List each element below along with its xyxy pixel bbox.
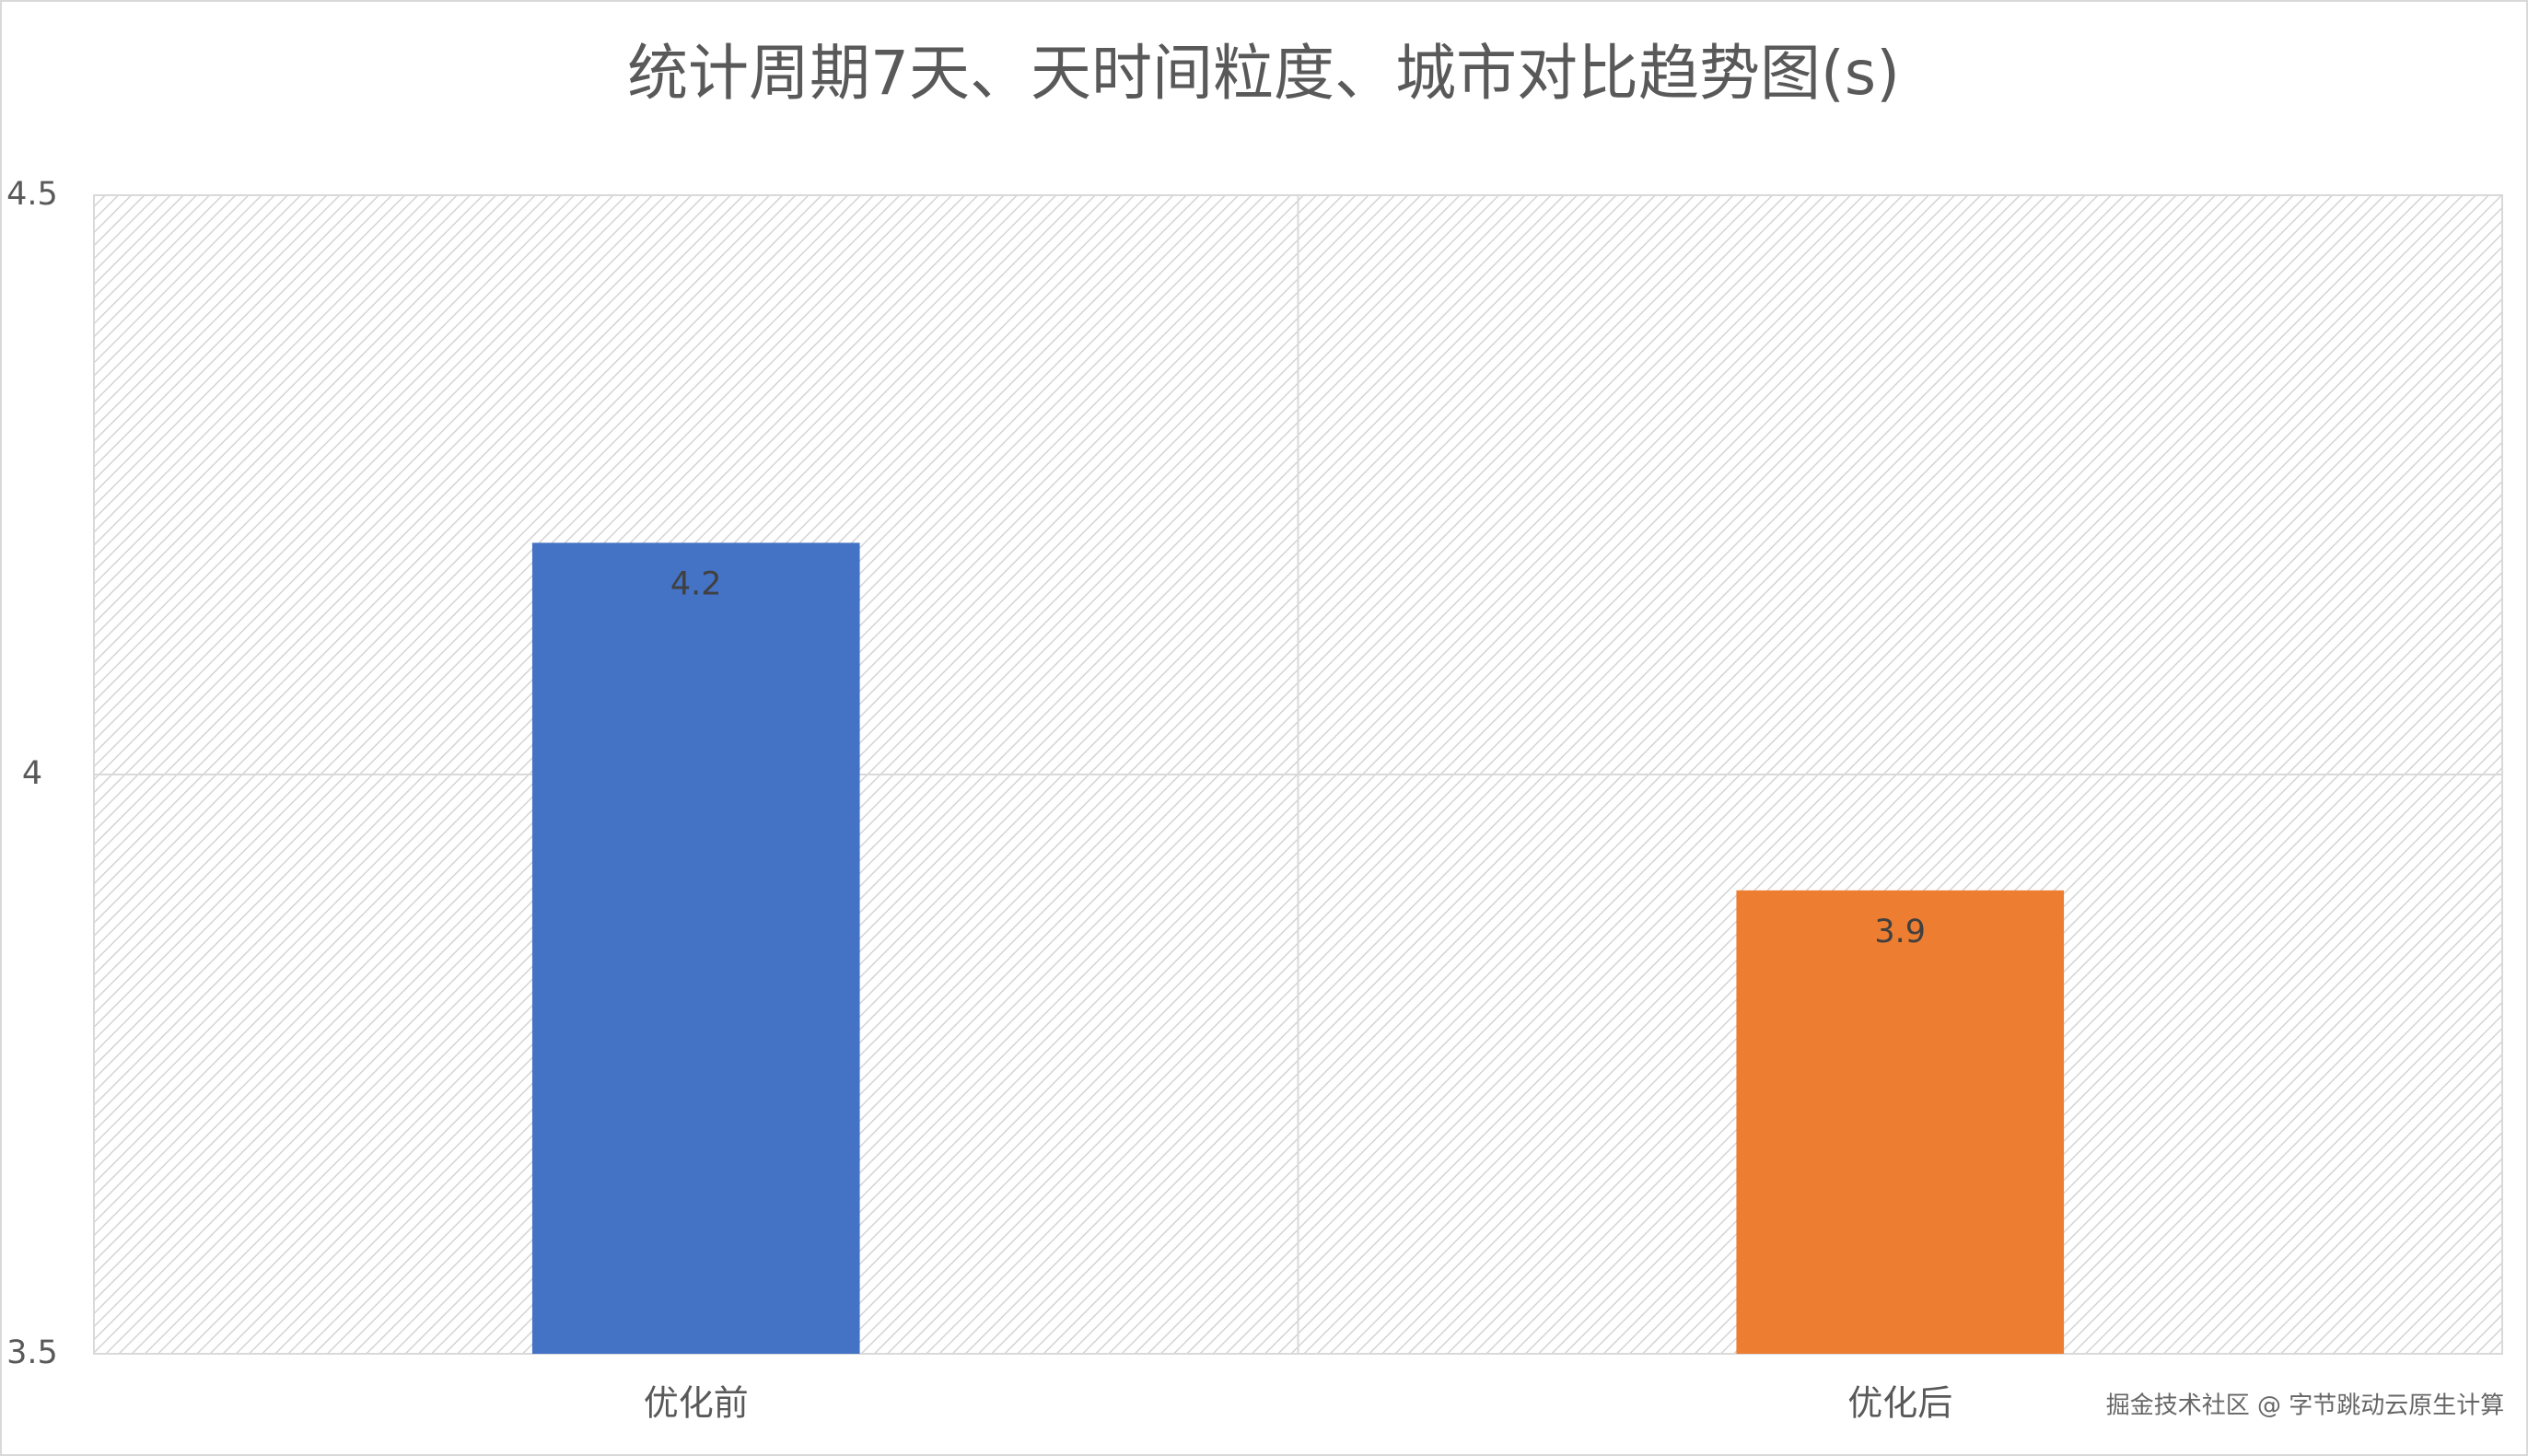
- watermark: 掘金技术社区 @ 字节跳动云原生计算: [2106, 1392, 2505, 1420]
- y-tick-label: 4: [22, 755, 42, 792]
- x-tick-label: 优化后: [1847, 1383, 1952, 1424]
- data-label: 4.2: [670, 565, 722, 602]
- y-tick-label: 3.5: [6, 1334, 58, 1371]
- y-tick-label: 4.5: [6, 176, 58, 213]
- x-tick-label: 优化前: [644, 1383, 749, 1424]
- bar: [1736, 890, 2065, 1354]
- chart-title: 统计周期7天、天时间粒度、城市对比趋势图(s): [627, 38, 1900, 109]
- data-label: 3.9: [1874, 914, 1926, 950]
- bar: [531, 542, 860, 1354]
